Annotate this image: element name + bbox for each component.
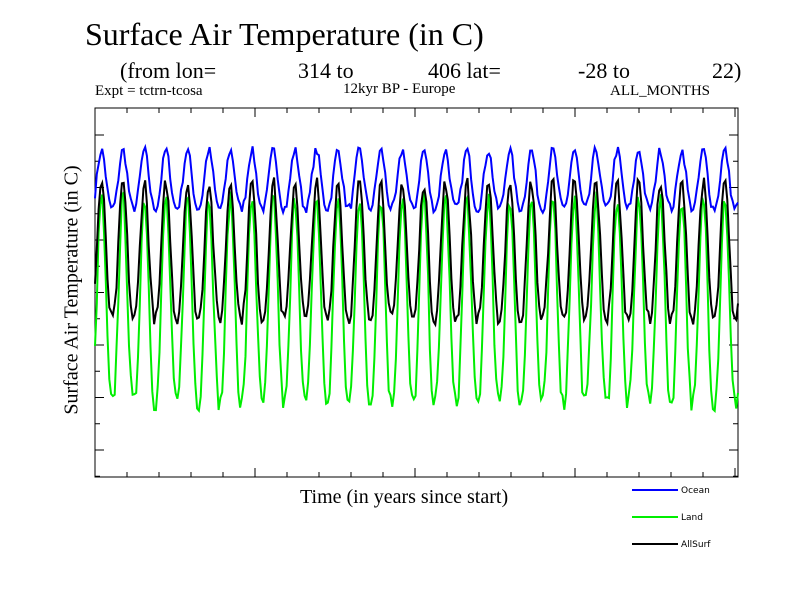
legend-label-allsurf: AllSurf bbox=[681, 540, 711, 550]
x-axis-label: Time (in years since start) bbox=[300, 486, 509, 508]
chart-title: Surface Air Temperature (in C) bbox=[85, 16, 484, 52]
subtitle-lon-range: 314 to bbox=[298, 58, 354, 83]
subtitle-lat-range: -28 to bbox=[578, 58, 630, 83]
subtitle-close: 22) bbox=[712, 58, 742, 83]
y-axis-label: Surface Air Temperature (in C) bbox=[60, 165, 83, 415]
legend-label-land: Land bbox=[681, 513, 703, 523]
region-label: 12kyr BP - Europe bbox=[343, 81, 456, 97]
series-line-allsurf bbox=[94, 176, 739, 328]
subtitle-lon-prefix: (from lon= bbox=[120, 58, 217, 83]
subtitle-lat-prefix: 406 lat= bbox=[428, 58, 501, 83]
series-line-ocean bbox=[94, 143, 739, 216]
series-line-land bbox=[94, 191, 739, 413]
experiment-label: Expt = tctrn-tcosa bbox=[95, 83, 203, 99]
months-label: ALL_MONTHS bbox=[610, 83, 710, 99]
legend-label-ocean: Ocean bbox=[681, 486, 710, 496]
